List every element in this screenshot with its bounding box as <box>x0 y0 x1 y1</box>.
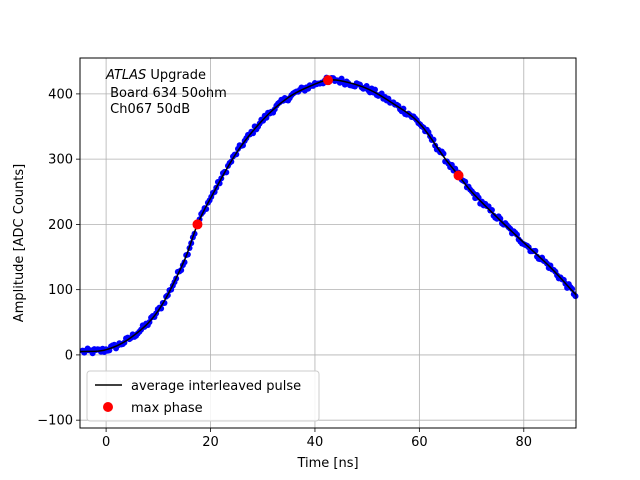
plot-frame <box>79 57 577 429</box>
annotation: ATLAS Upgrade Board 634 50ohm Ch067 50dB <box>105 68 227 117</box>
y-axis-label: Amplitude [ADC Counts] <box>12 164 27 322</box>
max-phase-markers <box>192 75 464 230</box>
y-tick-label: 300 <box>48 153 73 168</box>
sample-point <box>263 114 270 121</box>
sample-point <box>514 231 520 238</box>
annotation-line2: Board 634 50ohm <box>106 86 227 101</box>
legend-box <box>86 370 320 422</box>
x-tick-label: 80 <box>516 435 533 450</box>
sample-point <box>572 293 579 300</box>
y-tick-label: −100 <box>37 414 73 429</box>
annotation-line3: Ch067 50dB <box>106 102 190 117</box>
max-phase-point <box>453 170 464 181</box>
legend: average interleaved pulse max phase <box>86 370 320 422</box>
x-tick-label: 20 <box>202 435 219 450</box>
y-tick-label: 400 <box>48 87 73 102</box>
grid <box>80 58 576 428</box>
annotation-line1: Upgrade <box>146 68 206 83</box>
x-tick-label: 0 <box>102 435 110 450</box>
svg-text:ATLAS Upgrade: ATLAS Upgrade <box>105 68 206 83</box>
x-axis-label: Time [ns] <box>296 456 358 471</box>
x-tick-label: 60 <box>411 435 428 450</box>
annotation-italic: ATLAS <box>105 68 146 83</box>
y-tick-label: 100 <box>48 283 73 298</box>
x-ticks: 0 20 40 60 80 <box>102 428 532 450</box>
max-phase-point <box>192 219 203 230</box>
legend-label-max-phase: max phase <box>131 401 203 416</box>
sample-point <box>475 194 482 201</box>
x-tick-label: 40 <box>307 435 324 450</box>
sample-point <box>430 136 437 143</box>
y-tick-label: 200 <box>48 218 73 233</box>
sample-point <box>569 285 576 292</box>
y-tick-label: 0 <box>65 348 73 363</box>
sample-point <box>158 305 165 312</box>
y-ticks: −100 0 100 200 300 400 <box>37 87 80 429</box>
max-phase-point <box>323 75 333 86</box>
legend-marker-swatch <box>103 402 113 412</box>
legend-label-average: average interleaved pulse <box>131 379 301 394</box>
sample-point <box>497 215 504 222</box>
